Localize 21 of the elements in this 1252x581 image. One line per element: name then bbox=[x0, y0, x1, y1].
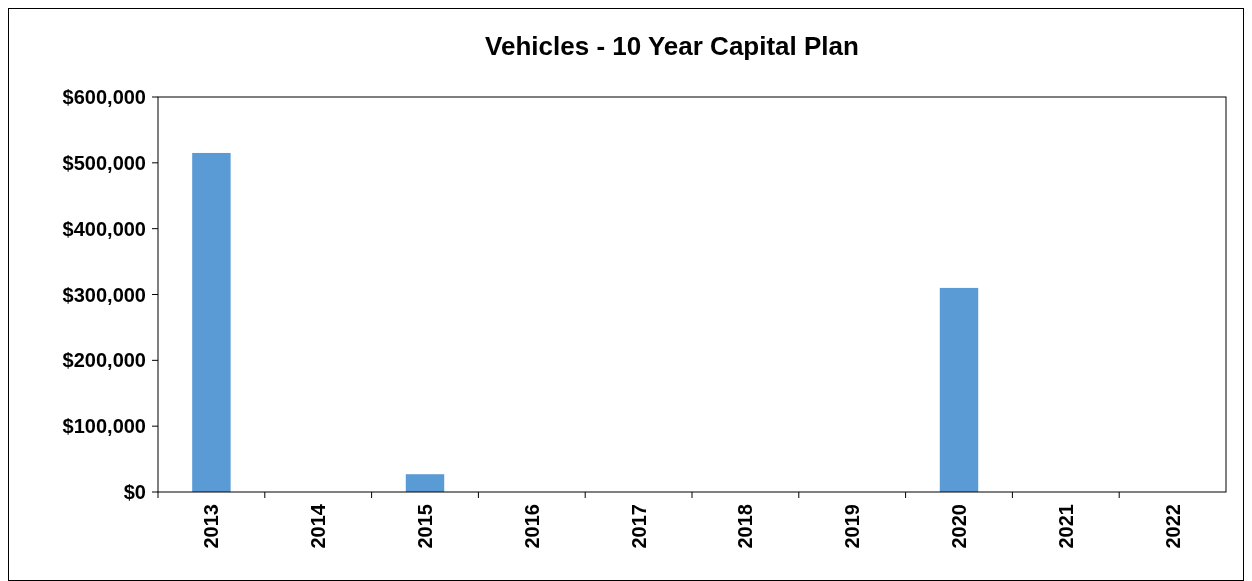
x-tick-label: 2016 bbox=[520, 504, 543, 549]
x-tick-label: 2014 bbox=[307, 503, 330, 549]
x-tick-label: 2021 bbox=[1054, 504, 1077, 549]
x-tick-label: 2017 bbox=[627, 504, 650, 549]
x-tick-label: 2020 bbox=[948, 504, 970, 549]
bar bbox=[405, 474, 445, 492]
y-tick-label: $0 bbox=[123, 481, 146, 503]
y-tick-label: $100,000 bbox=[62, 415, 146, 438]
y-tick-label: $200,000 bbox=[62, 349, 146, 372]
y-tick-label: $400,000 bbox=[62, 217, 146, 240]
y-tick-label: $600,000 bbox=[62, 86, 146, 108]
bar bbox=[939, 287, 979, 492]
x-tick-label: 2013 bbox=[200, 504, 223, 549]
x-tick-label: 2018 bbox=[734, 504, 757, 549]
y-tick-label: $500,000 bbox=[62, 151, 146, 174]
x-tick-label: 2019 bbox=[841, 504, 864, 549]
chart-title: Vehicles - 10 Year Capital Plan bbox=[485, 31, 859, 61]
x-tick-label: 2015 bbox=[414, 504, 436, 549]
bar bbox=[192, 152, 231, 492]
y-tick-label: $300,000 bbox=[62, 283, 146, 306]
x-tick-label: 2022 bbox=[1161, 504, 1184, 549]
